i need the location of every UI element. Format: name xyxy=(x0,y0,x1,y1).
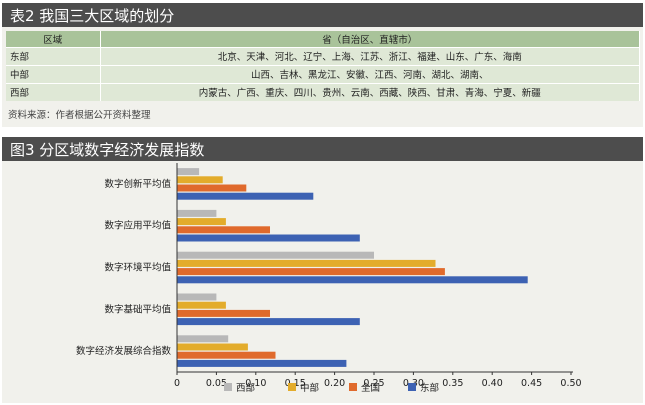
legend-label: 东部 xyxy=(420,382,439,394)
category-label: 数字经济发展综合指数 xyxy=(76,345,172,357)
column-header-provinces: 省（自治区、直辖市） xyxy=(100,31,640,47)
table-row: 西部 内蒙古、广西、重庆、四川、贵州、云南、西藏、陕西、甘肃、青海、宁夏、新疆 xyxy=(6,82,640,101)
chart-title-text: 图3 分区域数字经济发展指数 xyxy=(10,140,205,159)
bar-0-3 xyxy=(177,192,314,200)
bar-1-3 xyxy=(177,234,360,242)
region-cell: 东部 xyxy=(6,46,101,65)
table-row: 东部 北京、天津、河北、辽宁、上海、江苏、浙江、福建、山东、广东、海南 xyxy=(6,46,640,65)
table-row: 中部 山西、吉林、黑龙江、安徽、江西、河南、湖北、湖南、 xyxy=(6,64,640,83)
table-title-text: 表2 我国三大区域的划分 xyxy=(10,6,175,25)
bar-1-2 xyxy=(177,226,270,234)
provinces-cell: 山西、吉林、黑龙江、安徽、江西、河南、湖北、湖南、 xyxy=(100,64,640,83)
column-header-region: 区域 xyxy=(6,31,101,47)
bar-4-2 xyxy=(177,351,276,359)
x-tick-label: 0.45 xyxy=(521,378,542,389)
legend-label: 中部 xyxy=(300,382,319,394)
legend-label: 全国 xyxy=(361,382,380,394)
legend-swatch xyxy=(408,383,416,391)
x-tick-label: 0.35 xyxy=(442,378,463,389)
x-tick-label: 0.40 xyxy=(482,378,503,389)
bar-1-1 xyxy=(177,218,226,226)
bar-3-2 xyxy=(177,309,270,317)
region-cell: 西部 xyxy=(6,82,101,101)
x-tick-label: 0.05 xyxy=(206,378,227,389)
table-panel: 区域 省（自治区、直辖市） 东部 北京、天津、河北、辽宁、上海、江苏、浙江、福建… xyxy=(2,27,643,127)
x-tick-label: 0.20 xyxy=(324,378,345,389)
provinces-cell: 内蒙古、广西、重庆、四川、贵州、云南、西藏、陕西、甘肃、青海、宁夏、新疆 xyxy=(100,82,640,101)
legend-swatch xyxy=(288,383,296,391)
bar-4-3 xyxy=(177,359,347,367)
bar-2-1 xyxy=(177,259,436,267)
bar-3-0 xyxy=(177,293,217,301)
bar-2-3 xyxy=(177,276,528,284)
chart-title: 图3 分区域数字经济发展指数 xyxy=(2,137,643,161)
source-note: 资料来源：作者根据公开资料整理 xyxy=(8,110,151,121)
region-cell: 中部 xyxy=(6,64,101,83)
legend-swatch xyxy=(224,383,232,391)
bar-1-0 xyxy=(177,209,217,217)
bar-0-1 xyxy=(177,176,223,184)
x-tick-label: 0 xyxy=(174,378,180,389)
chart-panel: 数字创新平均值 数字应用平均值 数字环境平均值 数字基础平均值数字经济发展综合指数 0 0… xyxy=(2,161,643,403)
bar-0-2 xyxy=(177,184,247,192)
category-label: 数字环境平均值 xyxy=(104,262,171,274)
x-tick-label: 0.10 xyxy=(245,378,266,389)
bar-2-0 xyxy=(177,251,374,259)
legend-swatch xyxy=(349,383,357,391)
bar-3-3 xyxy=(177,318,360,326)
bar-2-2 xyxy=(177,268,445,276)
category-label: 数字应用平均值 xyxy=(104,220,171,232)
bar-4-0 xyxy=(177,335,229,343)
bar-0-0 xyxy=(177,168,200,176)
legend-label: 西部 xyxy=(236,382,255,394)
provinces-cell: 北京、天津、河北、辽宁、上海、江苏、浙江、福建、山东、广东、海南 xyxy=(100,46,640,65)
region-table: 区域 省（自治区、直辖市） 东部 北京、天津、河北、辽宁、上海、江苏、浙江、福建… xyxy=(6,31,640,101)
category-label: 数字基础平均值 xyxy=(104,303,171,315)
bar-4-1 xyxy=(177,343,248,351)
table-header-row: 区域 省（自治区、直辖市） xyxy=(6,31,640,47)
category-label: 数字创新平均值 xyxy=(104,178,171,190)
x-tick-label: 0.50 xyxy=(560,378,581,389)
bar-3-1 xyxy=(177,301,226,309)
x-tick-label: 0.25 xyxy=(363,378,384,389)
table-title: 表2 我国三大区域的划分 xyxy=(2,3,643,27)
